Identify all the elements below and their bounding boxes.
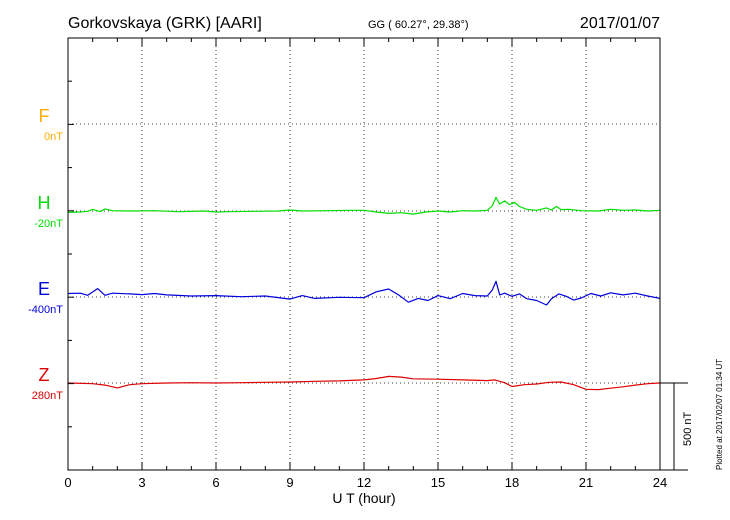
component-label-h: H bbox=[38, 193, 51, 213]
component-label-e: E bbox=[38, 279, 50, 299]
component-label-z: Z bbox=[39, 365, 50, 385]
x-axis-ticks: 0 3 6 9 12 15 18 21 24 bbox=[64, 37, 667, 490]
grid-lines bbox=[68, 38, 660, 470]
series-line-z bbox=[67, 375, 661, 391]
station-coordinates: GG ( 60.27°, 29.38°) bbox=[368, 19, 469, 31]
x-tick-label: 6 bbox=[212, 475, 219, 490]
baseline-label-f: 0nT bbox=[44, 131, 63, 143]
scale-bar-label: 500 nT bbox=[682, 411, 694, 446]
series-line-h bbox=[67, 196, 661, 215]
x-tick-label: 3 bbox=[138, 475, 145, 490]
baseline-label-e: -400nT bbox=[28, 304, 63, 316]
x-tick-label: 0 bbox=[64, 475, 71, 490]
x-tick-label: 12 bbox=[357, 475, 371, 490]
x-tick-label: 24 bbox=[653, 475, 667, 490]
series-line-e bbox=[67, 280, 661, 306]
scale-bar: 500 nT bbox=[660, 382, 694, 471]
x-tick-label: 21 bbox=[579, 475, 593, 490]
chart-date: 2017/01/07 bbox=[580, 15, 660, 32]
component-labels: F 0nT H -20nT E -400nT Z 280nT bbox=[28, 106, 63, 402]
station-title: Gorkovskaya (GRK) [AARI] bbox=[68, 15, 262, 32]
component-label-f: F bbox=[39, 106, 50, 126]
x-tick-label: 18 bbox=[505, 475, 519, 490]
x-axis-label: U T (hour) bbox=[332, 490, 395, 506]
series-layer bbox=[67, 196, 661, 391]
plotted-timestamp: Plotted at 2017/02/07 01:34 UT bbox=[715, 359, 724, 470]
x-tick-label: 15 bbox=[431, 475, 445, 490]
x-tick-label: 9 bbox=[286, 475, 293, 490]
baseline-label-h: -20nT bbox=[34, 218, 63, 230]
baseline-label-z: 280nT bbox=[32, 390, 63, 402]
